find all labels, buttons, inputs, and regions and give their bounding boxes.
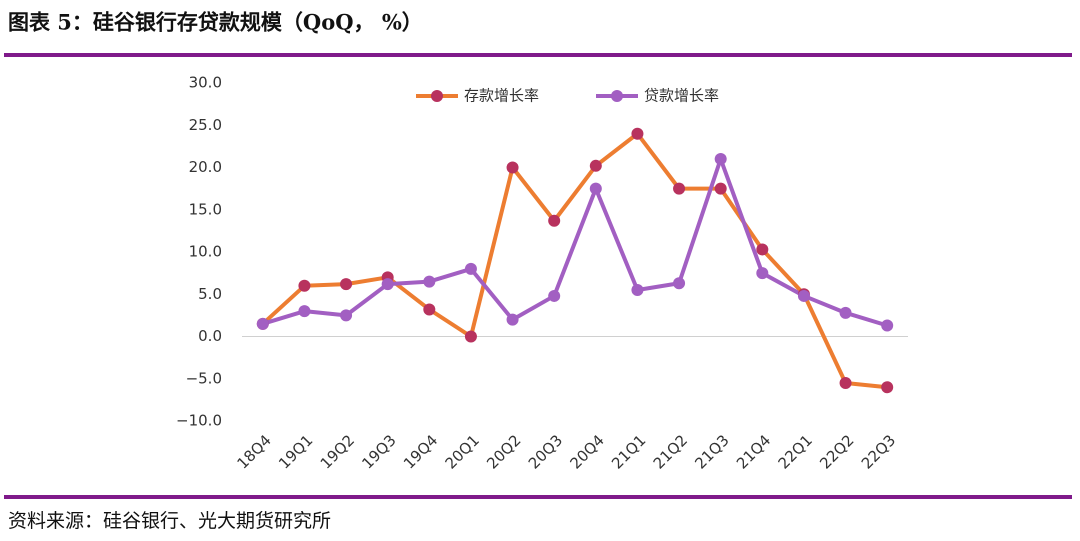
x-tick-label: 21Q1 bbox=[608, 431, 649, 472]
x-tick-label: 21Q2 bbox=[650, 431, 691, 472]
legend-marker bbox=[431, 90, 443, 102]
marker bbox=[548, 214, 561, 227]
marker bbox=[340, 278, 353, 291]
marker bbox=[756, 243, 769, 256]
x-tick-label: 22Q2 bbox=[816, 431, 857, 472]
x-tick-label: 22Q1 bbox=[775, 431, 816, 472]
marker bbox=[631, 127, 644, 140]
marker bbox=[881, 381, 894, 394]
bottom-rule bbox=[4, 495, 1072, 499]
marker bbox=[631, 284, 644, 297]
y-tick-label: 5.0 bbox=[198, 285, 222, 303]
marker bbox=[381, 278, 394, 291]
x-tick-label: 20Q3 bbox=[525, 431, 566, 472]
x-tick-label: 20Q4 bbox=[567, 431, 608, 472]
y-tick-label: −10.0 bbox=[176, 412, 222, 430]
y-tick-label: 25.0 bbox=[189, 116, 222, 134]
marker bbox=[714, 153, 727, 166]
y-tick-label: 30.0 bbox=[189, 74, 222, 92]
x-tick-label: 20Q2 bbox=[483, 431, 524, 472]
chart-title: 图表 5：硅谷银行存贷款规模（QoQ， %） bbox=[8, 10, 423, 35]
marker bbox=[256, 317, 269, 330]
marker bbox=[881, 319, 894, 332]
marker bbox=[589, 159, 602, 172]
marker bbox=[298, 305, 311, 318]
marker bbox=[340, 309, 353, 322]
marker bbox=[464, 330, 477, 343]
x-tick-label: 21Q4 bbox=[733, 431, 774, 472]
legend-marker bbox=[611, 90, 623, 102]
marker bbox=[298, 279, 311, 292]
marker bbox=[423, 275, 436, 288]
y-tick-label: 20.0 bbox=[189, 158, 222, 176]
marker bbox=[464, 262, 477, 275]
x-tick-label: 19Q4 bbox=[400, 431, 441, 472]
series-line bbox=[262, 157, 888, 328]
x-tick-label: 19Q1 bbox=[275, 431, 316, 472]
x-tick-label: 19Q3 bbox=[358, 431, 399, 472]
x-tick-label: 22Q3 bbox=[858, 431, 899, 472]
legend-label: 贷款增长率 bbox=[644, 87, 719, 105]
x-tick-label: 20Q1 bbox=[442, 431, 483, 472]
marker bbox=[673, 182, 686, 195]
x-tick-label: 18Q4 bbox=[234, 431, 275, 472]
y-tick-label: −5.0 bbox=[186, 369, 222, 387]
marker bbox=[589, 182, 602, 195]
y-tick-label: 0.0 bbox=[198, 327, 222, 345]
series-line bbox=[261, 131, 888, 390]
marker bbox=[548, 289, 561, 302]
marker bbox=[797, 289, 810, 302]
marker bbox=[756, 267, 769, 280]
x-tick-label: 21Q3 bbox=[691, 431, 732, 472]
top-rule bbox=[4, 53, 1072, 57]
x-tick-label: 19Q2 bbox=[317, 431, 358, 472]
marker bbox=[673, 277, 686, 290]
marker bbox=[506, 313, 519, 326]
legend-label: 存款增长率 bbox=[464, 87, 539, 105]
source-note: 资料来源：硅谷银行、光大期货研究所 bbox=[8, 510, 331, 532]
marker bbox=[839, 306, 852, 319]
y-tick-label: 10.0 bbox=[189, 243, 222, 261]
marker bbox=[714, 182, 727, 195]
marker bbox=[506, 161, 519, 174]
y-tick-label: 15.0 bbox=[189, 200, 222, 218]
marker bbox=[423, 303, 436, 316]
marker bbox=[839, 376, 852, 389]
